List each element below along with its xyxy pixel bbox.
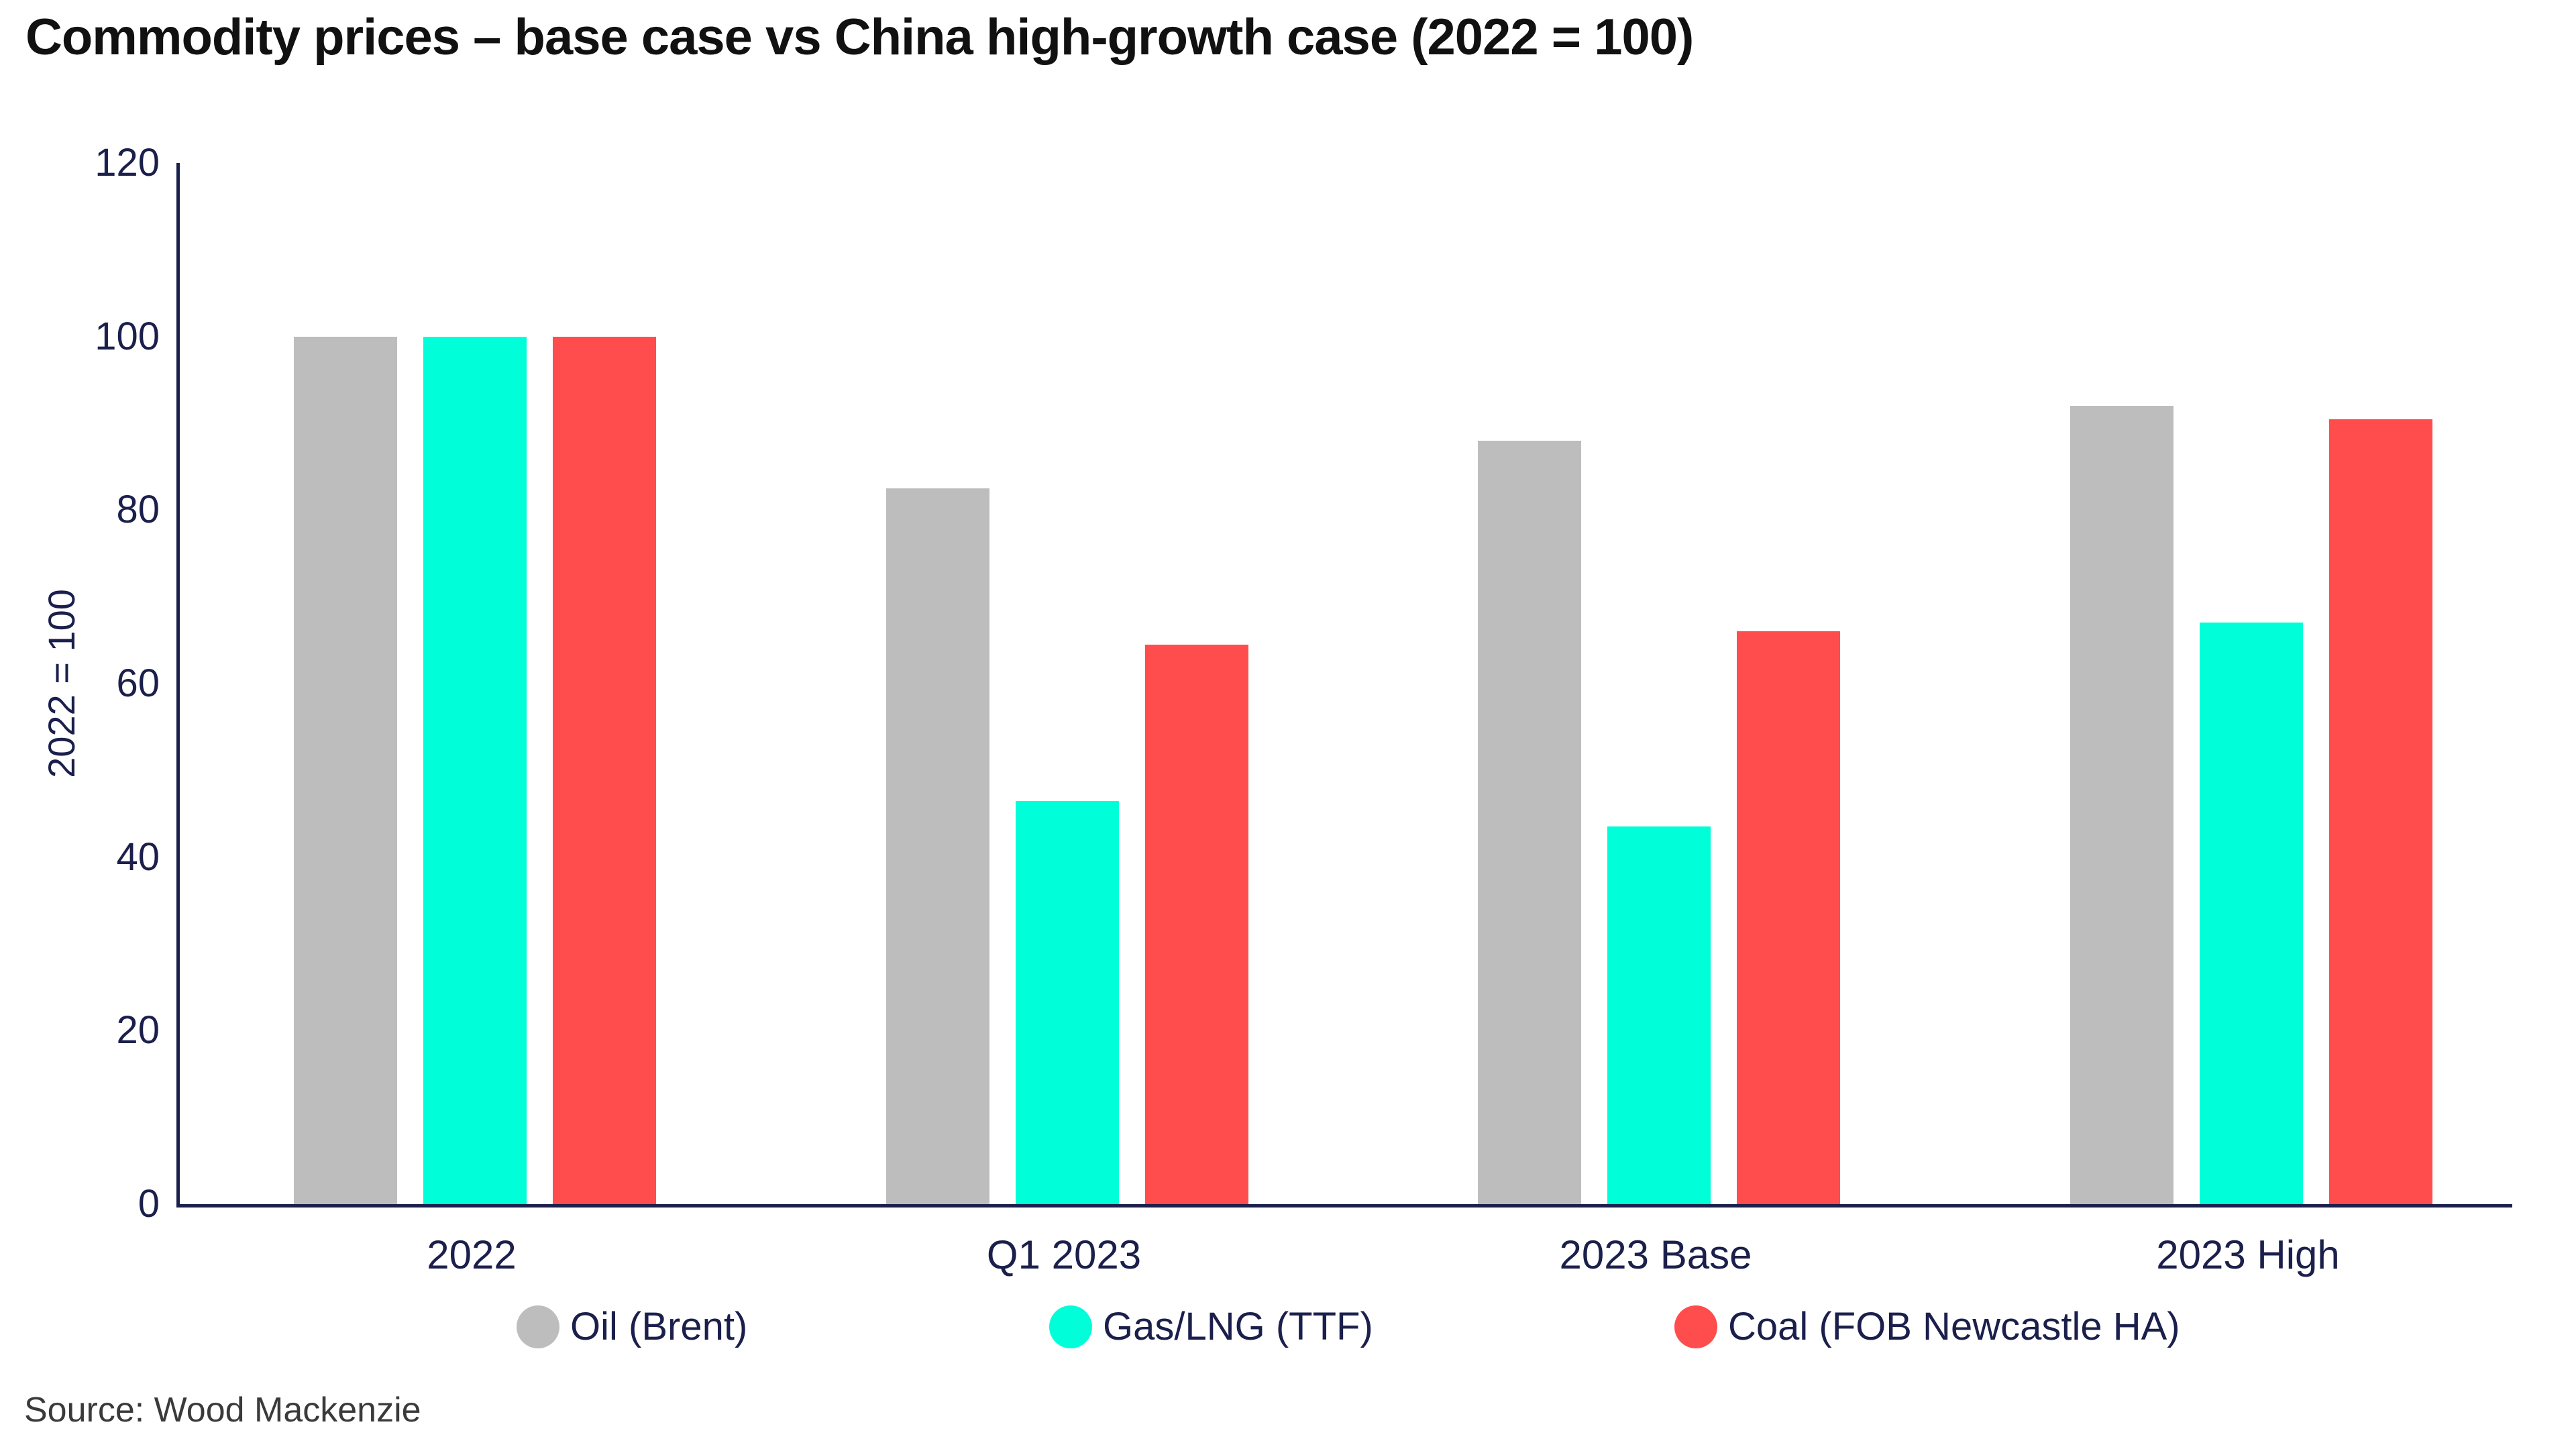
chart-title: Commodity prices – base case vs China hi… xyxy=(25,9,1694,66)
x-tick-label-2022: 2022 xyxy=(427,1232,517,1277)
legend-item-oil-brent: Oil (Brent) xyxy=(517,1304,747,1349)
x-tick-label-q1-2023: Q1 2023 xyxy=(986,1232,1142,1277)
bar-coal-fob-newcastle-ha-2022 xyxy=(553,337,656,1204)
y-tick-label-20: 20 xyxy=(116,1008,160,1053)
source-note: Source: Wood Mackenzie xyxy=(24,1391,421,1430)
y-tick-label-120: 120 xyxy=(95,141,160,184)
plot-area xyxy=(176,163,2512,1208)
legend-item-gas-lng-ttf: Gas/LNG (TTF) xyxy=(1049,1304,1373,1349)
legend-label-coal-fob-newcastle-ha: Coal (FOB Newcastle HA) xyxy=(1728,1305,2180,1348)
bar-coal-fob-newcastle-ha-2023-high xyxy=(2329,419,2432,1204)
y-tick-label-0: 0 xyxy=(138,1182,160,1226)
legend-item-coal-fob-newcastle-ha: Coal (FOB Newcastle HA) xyxy=(1674,1304,2180,1349)
bar-gas-lng-ttf-2022 xyxy=(423,337,527,1204)
x-tick-label-2023-base: 2023 Base xyxy=(1559,1232,1752,1277)
y-tick-label-40: 40 xyxy=(116,835,160,879)
y-tick-label-100: 100 xyxy=(95,314,160,358)
legend-swatch-icon-oil-brent xyxy=(517,1305,559,1348)
bar-oil-brent-2022 xyxy=(294,337,397,1204)
bar-coal-fob-newcastle-ha-2023-base xyxy=(1737,631,1840,1204)
x-tick-label-2023-high: 2023 High xyxy=(2156,1232,2340,1277)
bar-oil-brent-q1-2023 xyxy=(886,488,989,1204)
bar-gas-lng-ttf-2023-base xyxy=(1607,826,1711,1204)
legend-label-gas-lng-ttf: Gas/LNG (TTF) xyxy=(1103,1305,1373,1348)
bar-coal-fob-newcastle-ha-q1-2023 xyxy=(1145,645,1248,1204)
bar-gas-lng-ttf-q1-2023 xyxy=(1016,801,1119,1204)
y-tick-label-80: 80 xyxy=(116,488,160,532)
y-tick-label-60: 60 xyxy=(116,661,160,705)
bar-oil-brent-2023-base xyxy=(1478,441,1581,1204)
bar-gas-lng-ttf-2023-high xyxy=(2200,623,2303,1204)
bar-oil-brent-2023-high xyxy=(2070,406,2174,1204)
legend-swatch-icon-coal-fob-newcastle-ha xyxy=(1674,1305,1717,1348)
legend-swatch-icon-gas-lng-ttf xyxy=(1049,1305,1092,1348)
legend-label-oil-brent: Oil (Brent) xyxy=(570,1305,748,1348)
